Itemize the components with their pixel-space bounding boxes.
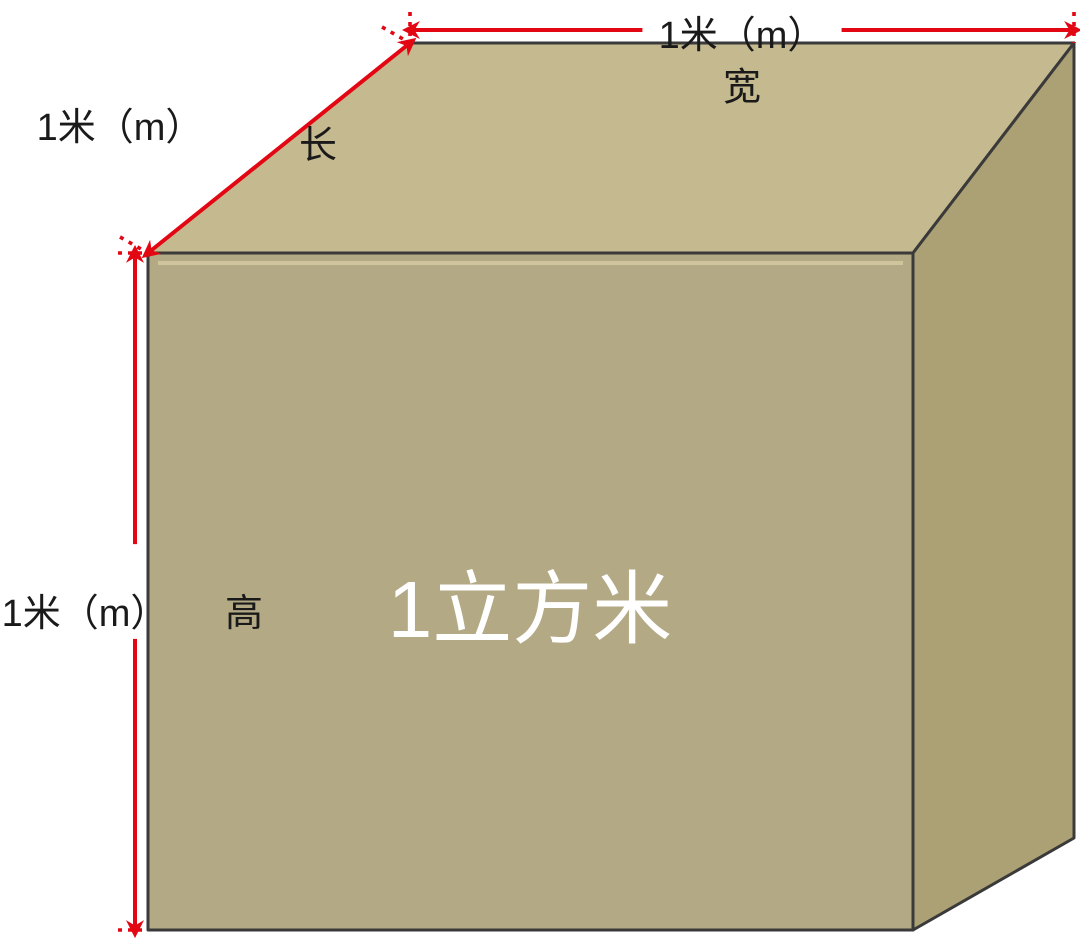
height_value-label: 1米（m） [2,593,169,635]
cube-top-face [148,43,1074,253]
dimension-tick [120,237,148,253]
cube [148,43,1074,930]
height_name-label: 高 [225,593,263,635]
width_name-label: 宽 [723,67,761,109]
volume-label: 1立方米 [388,565,673,654]
length_value-label: 1米（m） [37,107,204,149]
dimension-tick [382,27,410,43]
length_name-label: 长 [299,125,337,167]
width_value-label: 1米（m） [659,15,826,57]
